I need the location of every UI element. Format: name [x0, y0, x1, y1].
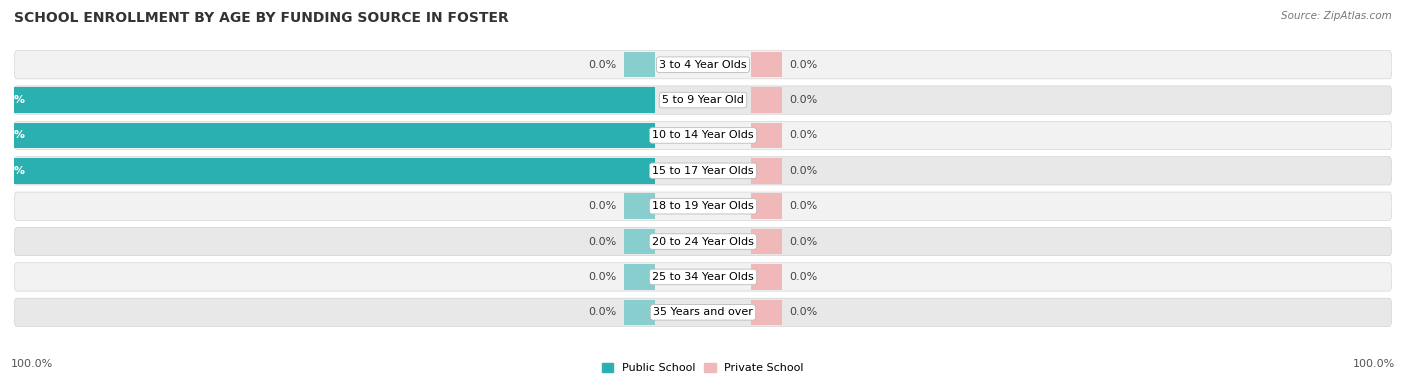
- Text: 35 Years and over: 35 Years and over: [652, 307, 754, 317]
- Bar: [0, 158, 655, 184]
- FancyBboxPatch shape: [14, 298, 1392, 326]
- Legend: Public School, Private School: Public School, Private School: [598, 359, 808, 377]
- Text: 100.0%: 100.0%: [0, 95, 25, 105]
- FancyBboxPatch shape: [14, 192, 1392, 220]
- Text: 5 to 9 Year Old: 5 to 9 Year Old: [662, 95, 744, 105]
- Bar: [751, 300, 782, 325]
- Text: 0.0%: 0.0%: [789, 130, 817, 141]
- Bar: [624, 229, 655, 254]
- FancyBboxPatch shape: [14, 86, 1392, 114]
- Text: 0.0%: 0.0%: [589, 272, 617, 282]
- FancyBboxPatch shape: [14, 51, 1392, 79]
- Text: 0.0%: 0.0%: [789, 272, 817, 282]
- Text: 0.0%: 0.0%: [589, 307, 617, 317]
- Bar: [751, 52, 782, 77]
- Text: 3 to 4 Year Olds: 3 to 4 Year Olds: [659, 60, 747, 70]
- Text: 100.0%: 100.0%: [1353, 359, 1395, 369]
- Bar: [624, 52, 655, 77]
- Bar: [0, 87, 655, 113]
- Text: 0.0%: 0.0%: [589, 236, 617, 247]
- Text: 10 to 14 Year Olds: 10 to 14 Year Olds: [652, 130, 754, 141]
- Bar: [751, 264, 782, 290]
- FancyBboxPatch shape: [14, 157, 1392, 185]
- Text: 0.0%: 0.0%: [789, 201, 817, 211]
- Text: Source: ZipAtlas.com: Source: ZipAtlas.com: [1281, 11, 1392, 21]
- Bar: [751, 158, 782, 184]
- Bar: [624, 300, 655, 325]
- Text: 18 to 19 Year Olds: 18 to 19 Year Olds: [652, 201, 754, 211]
- Text: 0.0%: 0.0%: [789, 95, 817, 105]
- Text: 15 to 17 Year Olds: 15 to 17 Year Olds: [652, 166, 754, 176]
- Text: 0.0%: 0.0%: [589, 60, 617, 70]
- Bar: [751, 229, 782, 254]
- Text: 100.0%: 100.0%: [11, 359, 53, 369]
- Bar: [751, 123, 782, 148]
- Bar: [624, 264, 655, 290]
- Text: 100.0%: 100.0%: [0, 166, 25, 176]
- Text: 0.0%: 0.0%: [789, 60, 817, 70]
- Text: 100.0%: 100.0%: [0, 130, 25, 141]
- FancyBboxPatch shape: [14, 263, 1392, 291]
- Bar: [751, 193, 782, 219]
- Text: SCHOOL ENROLLMENT BY AGE BY FUNDING SOURCE IN FOSTER: SCHOOL ENROLLMENT BY AGE BY FUNDING SOUR…: [14, 11, 509, 25]
- Text: 0.0%: 0.0%: [589, 201, 617, 211]
- FancyBboxPatch shape: [14, 121, 1392, 150]
- Bar: [0, 123, 655, 148]
- Text: 20 to 24 Year Olds: 20 to 24 Year Olds: [652, 236, 754, 247]
- Bar: [624, 193, 655, 219]
- Text: 0.0%: 0.0%: [789, 236, 817, 247]
- Bar: [751, 87, 782, 113]
- FancyBboxPatch shape: [14, 227, 1392, 256]
- Text: 25 to 34 Year Olds: 25 to 34 Year Olds: [652, 272, 754, 282]
- Text: 0.0%: 0.0%: [789, 307, 817, 317]
- Text: 0.0%: 0.0%: [789, 166, 817, 176]
